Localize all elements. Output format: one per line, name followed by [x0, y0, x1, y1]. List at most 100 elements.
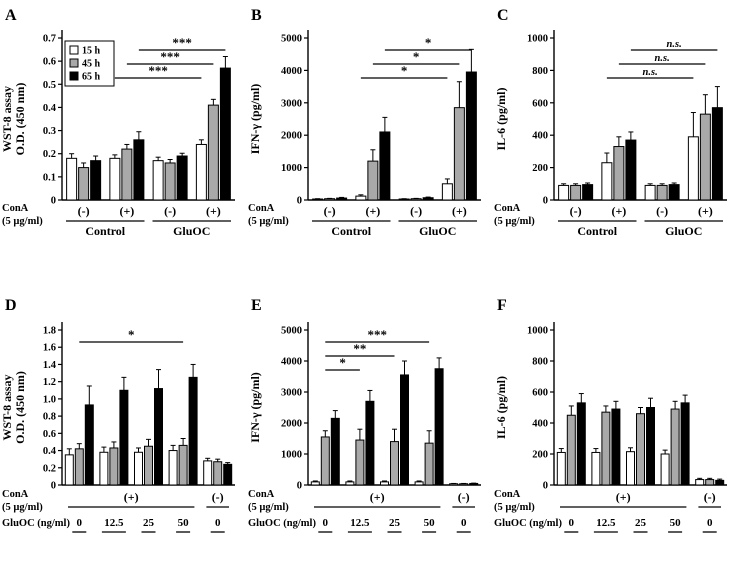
- cona-span-label: (-): [212, 490, 224, 504]
- dose-label: 12.5: [596, 517, 616, 529]
- y-tick-label: 3000: [281, 388, 302, 399]
- y-tick-label: 200: [532, 450, 548, 461]
- y-tick-label: 0: [51, 196, 56, 207]
- bar-65h: [154, 388, 163, 486]
- bar-65h: [668, 184, 680, 201]
- bar-45h: [324, 198, 336, 201]
- y-tick-label: 200: [532, 163, 548, 174]
- bar-15h: [441, 183, 453, 201]
- significance-label: n.s.: [643, 67, 658, 78]
- cona-span-label: (-): [704, 490, 716, 504]
- y-tick-label: 4000: [281, 66, 302, 77]
- y-tick-label: 0.4: [43, 446, 57, 457]
- group-label: (+): [611, 204, 626, 218]
- axis-row-label: GluOC (ng/ml): [494, 518, 562, 529]
- chart-A: A 0 0.1 0.2 0.3 0.4 0.5 0.6 0.7 WST-8 assay O.D. (…: [0, 7, 235, 238]
- group-label: (+): [698, 204, 713, 218]
- panel-letter: A: [5, 7, 17, 24]
- bar-65h: [625, 139, 637, 201]
- significance-label: ***: [172, 35, 192, 50]
- bar-45h: [144, 445, 153, 486]
- dose-label: 50: [670, 517, 682, 529]
- bar-65h: [223, 463, 233, 486]
- panel-letter: B: [251, 7, 262, 24]
- y-tick-label: 1.8: [43, 326, 56, 337]
- y-tick-label: 0: [297, 481, 302, 492]
- legend-swatch: [69, 45, 79, 55]
- y-tick-label: 600: [532, 388, 548, 399]
- bar-45h: [670, 408, 680, 486]
- y-tick-label: 1000: [527, 326, 548, 337]
- dose-label: 25: [143, 517, 155, 529]
- y-tick-label: 1000: [527, 34, 548, 45]
- significance-label: n.s.: [667, 39, 682, 50]
- axis-row-label: (5 µg/ml): [494, 502, 535, 513]
- y-tick-label: 1.4: [43, 360, 57, 371]
- y-tick-label: 0.5: [43, 80, 56, 91]
- bar-15h: [626, 451, 635, 486]
- bar-65h: [330, 417, 340, 486]
- axis-row-label: GluOC (ng/ml): [2, 518, 70, 529]
- bar-15h: [203, 460, 213, 486]
- bar-45h: [601, 411, 611, 486]
- bar-65h: [365, 400, 375, 486]
- bar-15h: [134, 451, 143, 486]
- bar-15h: [380, 481, 389, 486]
- y-tick-label: 400: [532, 131, 548, 142]
- bar-15h: [152, 160, 164, 201]
- significance-label: ***: [367, 327, 387, 342]
- section-label: GluOC: [665, 224, 702, 238]
- dose-label: 0: [569, 517, 575, 529]
- bar-45h: [320, 436, 330, 486]
- y-tick-label: 0: [543, 481, 548, 492]
- bar-45h: [178, 444, 188, 486]
- chart-C: C 0 200 400 600 800 1000 IL-6 (pg/ml) n.s. n.s. n.…: [494, 7, 727, 238]
- bar-15h: [601, 162, 613, 201]
- bar-65h: [465, 71, 477, 201]
- panel-letter: E: [251, 297, 262, 314]
- bar-15h: [109, 157, 121, 201]
- group-label: (+): [452, 204, 467, 218]
- axis-row-label: (5 µg/ml): [2, 216, 43, 227]
- bar-65h: [400, 374, 409, 486]
- bar-15h: [310, 481, 320, 486]
- bar-15h: [414, 481, 424, 486]
- y-tick-label: 0.6: [43, 429, 56, 440]
- group-label: (-): [164, 204, 176, 218]
- group-label: (+): [206, 204, 221, 218]
- cona-span-label: (+): [370, 490, 385, 504]
- y-axis-label: IL-6 (pg/ml): [494, 87, 508, 150]
- bar-65h: [646, 407, 655, 486]
- axis-row-label: (5 µg/ml): [248, 216, 289, 227]
- bar-65h: [133, 139, 145, 201]
- y-tick-label: 3000: [281, 98, 302, 109]
- axis-row-label: ConA: [494, 489, 521, 500]
- bar-65h: [219, 67, 231, 201]
- dose-label: 0: [707, 517, 713, 529]
- dose-label: 12.5: [104, 517, 124, 529]
- dose-label: 0: [323, 517, 329, 529]
- bar-45h: [570, 184, 582, 201]
- dose-label: 50: [424, 517, 436, 529]
- bar-15h: [687, 136, 699, 201]
- bar-65h: [711, 107, 723, 201]
- bar-65h: [422, 197, 434, 201]
- significance-label: **: [353, 341, 366, 356]
- y-tick-label: 400: [532, 419, 548, 430]
- bar-45h: [121, 148, 133, 201]
- y-axis-label: O.D. (450 nm): [13, 83, 27, 156]
- bar-15h: [66, 157, 78, 201]
- bar-15h: [345, 481, 355, 486]
- axis-row-label: ConA: [494, 203, 521, 214]
- bar-65h: [434, 368, 444, 486]
- chart-D: D 0 0.2 0.4 0.6 0.8 1.0 1.2 1.4 1.6 1.8 WST-8 assay…: [0, 297, 235, 533]
- bar-65h: [188, 376, 198, 486]
- bar-45h: [74, 448, 84, 486]
- dose-label: 25: [635, 517, 647, 529]
- axis-row-label: (5 µg/ml): [494, 216, 535, 227]
- y-tick-label: 800: [532, 357, 548, 368]
- y-axis-label: IFN-γ (pg/ml): [248, 84, 262, 155]
- bar-45h: [207, 104, 219, 201]
- significance-label: *: [401, 63, 408, 78]
- legend-swatch: [69, 71, 79, 81]
